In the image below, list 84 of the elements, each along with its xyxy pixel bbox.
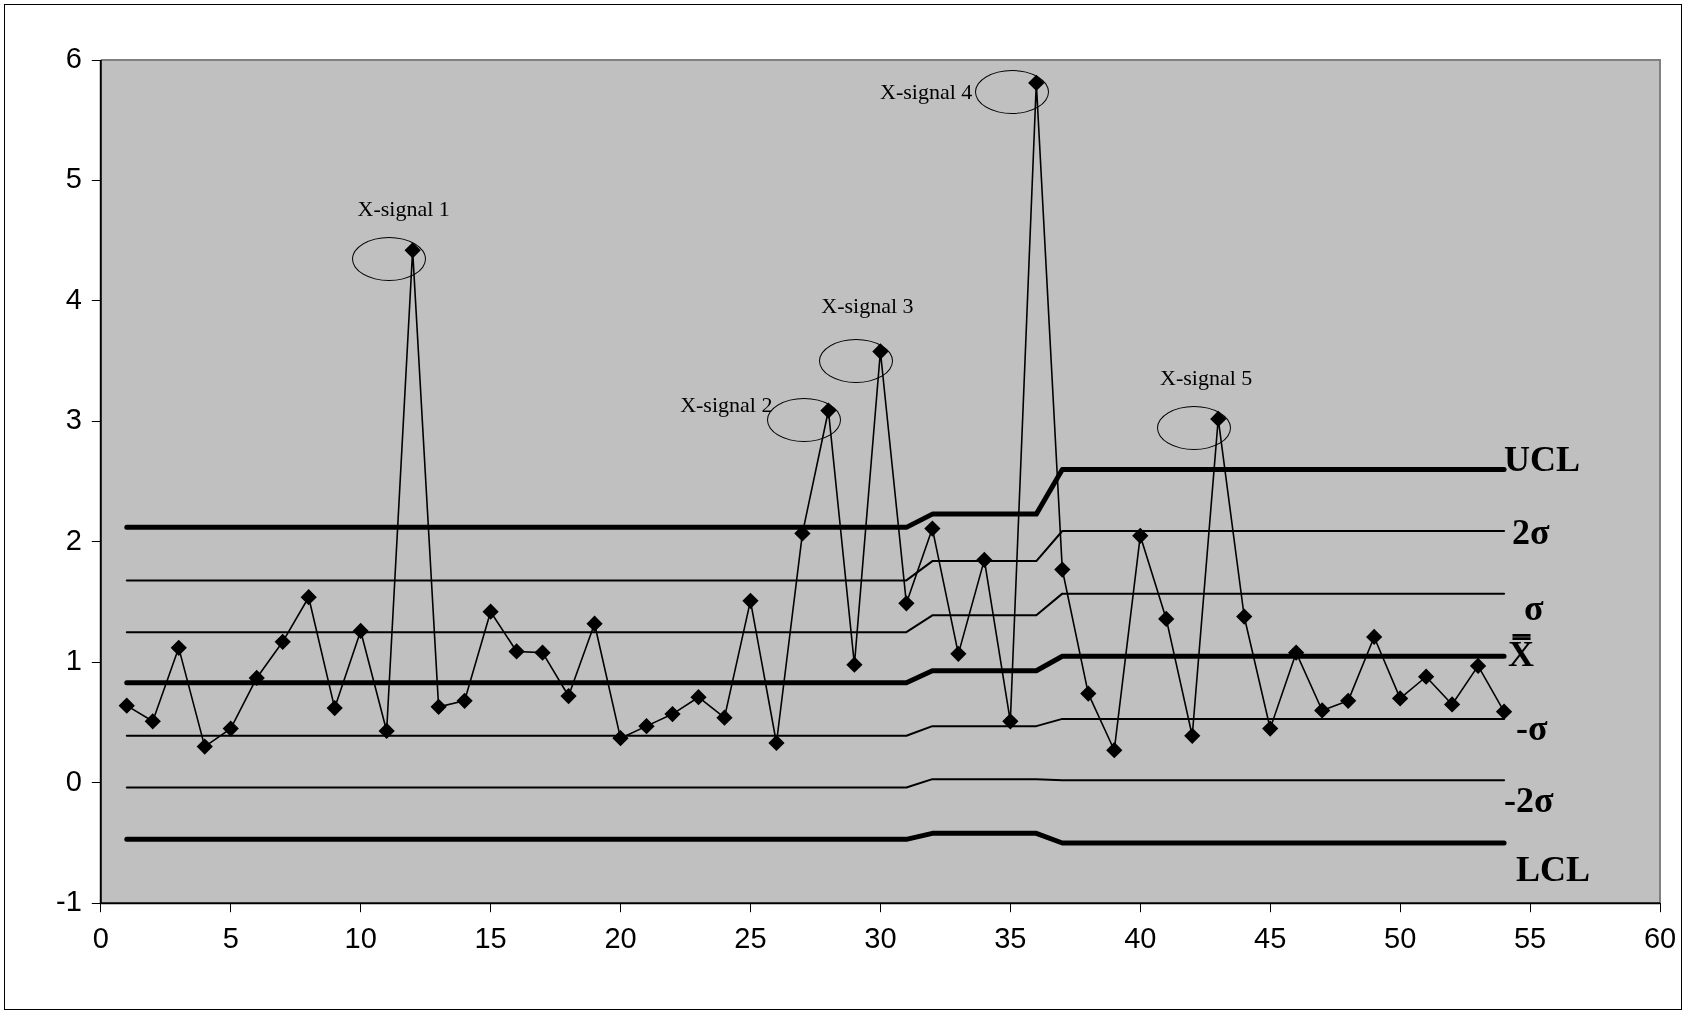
point — [872, 343, 889, 360]
point — [222, 720, 239, 737]
x-tick-label: 10 — [344, 921, 377, 954]
series-label: UCL — [1504, 438, 1581, 479]
point — [196, 738, 213, 755]
x-tick-label: 55 — [1513, 921, 1547, 954]
point — [1470, 658, 1486, 674]
x-tick-label: 35 — [994, 921, 1027, 954]
series-label: -2σ — [1504, 779, 1555, 820]
point — [1080, 685, 1097, 702]
point — [716, 709, 733, 726]
point — [1158, 611, 1175, 627]
point — [924, 520, 941, 537]
point — [846, 656, 863, 673]
x-tick-label: 20 — [604, 921, 637, 954]
point — [1184, 727, 1201, 744]
point — [118, 697, 135, 714]
point — [1132, 528, 1149, 544]
point — [1236, 608, 1253, 625]
point — [1288, 644, 1304, 661]
y-tick-label: 1 — [65, 644, 82, 677]
y-tick-label: 6 — [65, 42, 82, 74]
point — [248, 670, 265, 686]
point — [898, 595, 915, 612]
x-tick-label: 15 — [474, 921, 507, 954]
point — [534, 644, 551, 661]
y-tick-label: 5 — [65, 162, 82, 195]
y-tick-label: 3 — [65, 403, 82, 436]
point — [378, 723, 395, 739]
x-tick-label: 0 — [92, 921, 109, 954]
point — [1106, 742, 1123, 759]
x-tick-label: 30 — [864, 921, 897, 954]
point — [1314, 702, 1330, 719]
y-tick-label: -1 — [55, 885, 82, 918]
x-tick-label: 45 — [1254, 921, 1287, 954]
annotation: X-signal 2 — [680, 392, 773, 418]
point — [612, 730, 629, 746]
point — [1366, 629, 1382, 645]
y-tick-label: 4 — [65, 282, 82, 315]
point — [170, 640, 187, 656]
point — [482, 603, 499, 620]
point — [300, 589, 317, 606]
point — [664, 706, 681, 722]
series-label: X̿ — [1508, 633, 1535, 674]
point — [560, 688, 577, 704]
y-tick-label: 2 — [65, 523, 82, 556]
point — [690, 689, 707, 706]
point — [950, 646, 967, 662]
x-tick-label: 50 — [1384, 921, 1417, 954]
x-tick-label: 5 — [222, 921, 239, 954]
point — [144, 713, 161, 730]
annotation: X-signal 3 — [821, 293, 914, 319]
point — [456, 693, 473, 709]
series-label: -σ — [1516, 708, 1549, 749]
point — [352, 623, 369, 639]
point — [1392, 690, 1408, 707]
point — [586, 615, 603, 632]
point — [1002, 713, 1019, 730]
point — [1262, 720, 1278, 737]
series-label: 2σ — [1512, 512, 1551, 553]
point — [326, 700, 343, 716]
point — [638, 718, 655, 734]
x-tick-label: 60 — [1643, 921, 1677, 954]
point — [1054, 561, 1071, 578]
y-tick-label: 0 — [65, 764, 82, 797]
point — [404, 242, 421, 259]
point — [768, 735, 785, 751]
point — [1340, 693, 1356, 709]
series-label: σ — [1524, 587, 1545, 628]
point — [1496, 703, 1512, 720]
annotation: X-signal 4 — [880, 78, 973, 104]
x-tick-label: 40 — [1124, 921, 1157, 954]
x-tick-label: 25 — [734, 921, 767, 954]
point — [274, 634, 291, 650]
point — [1418, 668, 1434, 685]
series-label: LCL — [1516, 849, 1591, 890]
point — [430, 699, 447, 715]
point — [742, 593, 759, 609]
annotation: X-signal 5 — [1160, 364, 1253, 390]
annotation: X-signal 1 — [357, 196, 450, 222]
point — [508, 643, 525, 660]
point — [820, 402, 837, 419]
point — [976, 552, 993, 568]
point — [1444, 696, 1460, 713]
